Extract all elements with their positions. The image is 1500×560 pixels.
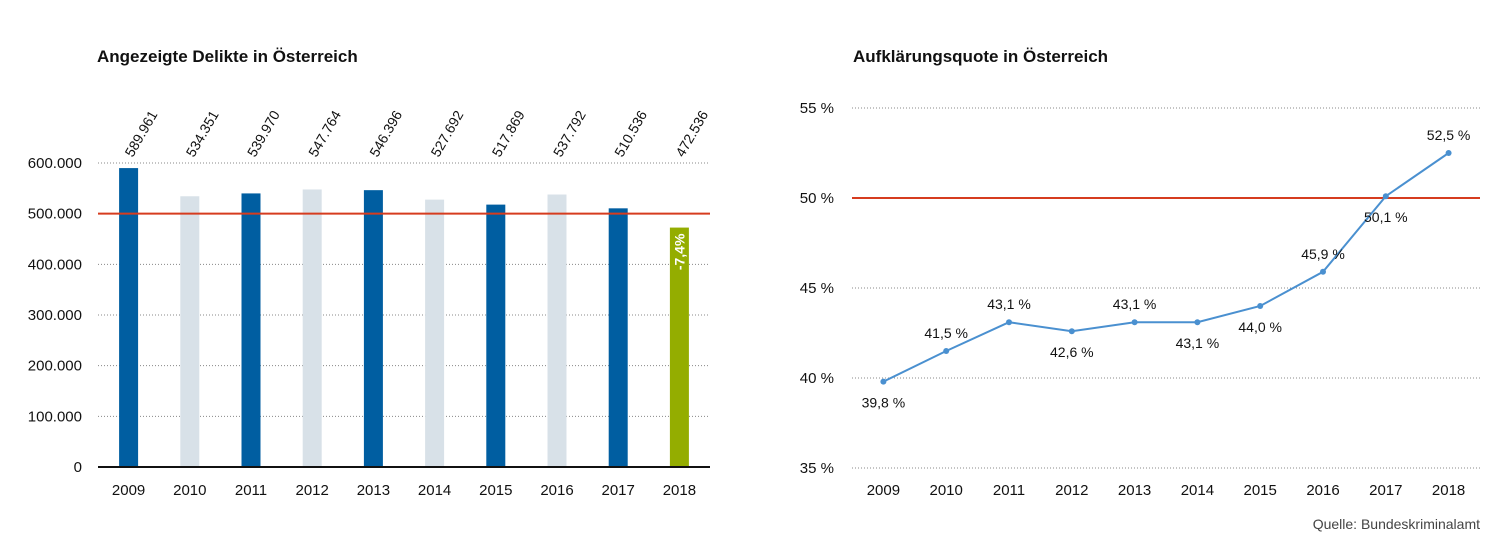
bar-value-label: 547.764	[305, 107, 344, 159]
bar-y-tick-label: 400.000	[28, 256, 82, 273]
line-point	[1382, 193, 1389, 200]
bar-value-label: 534.351	[183, 107, 222, 159]
bar	[302, 189, 322, 467]
bar	[486, 204, 506, 467]
line-value-label: 43,1 %	[1113, 296, 1157, 312]
line-x-tick-label: 2010	[930, 482, 963, 499]
line-value-label: 39,8 %	[862, 395, 906, 411]
bar	[425, 199, 445, 467]
bar-value-label: 539.970	[244, 107, 283, 159]
bar-x-tick-label: 2017	[602, 482, 635, 499]
bar-y-tick-label: 600.000	[28, 155, 82, 172]
bar-value-label: 472.536	[672, 107, 711, 159]
line-value-label: 43,1 %	[1176, 335, 1220, 351]
line-x-tick-label: 2009	[867, 482, 900, 499]
line-x-tick-label: 2015	[1244, 482, 1277, 499]
line-y-tick-label: 35 %	[800, 460, 834, 477]
bar	[180, 196, 200, 468]
bar-y-tick-label: 100.000	[28, 408, 82, 425]
bar-y-tick-label: 0	[74, 459, 82, 476]
line-point	[1068, 328, 1075, 335]
bar-x-tick-label: 2014	[418, 482, 451, 499]
line-value-label: 44,0 %	[1238, 319, 1282, 335]
line-x-tick-label: 2016	[1306, 482, 1339, 499]
line-series	[882, 152, 1450, 383]
bar-y-tick-label: 300.000	[28, 307, 82, 324]
line-y-tick-label: 55 %	[800, 100, 834, 117]
line-point	[943, 348, 950, 354]
bar-value-label: 546.396	[366, 107, 405, 159]
bar-x-tick-label: 2015	[479, 482, 512, 499]
line-value-label: 41,5 %	[924, 325, 968, 341]
line-point	[1257, 303, 1264, 309]
bar-value-label: 510.536	[611, 107, 650, 159]
bar	[608, 208, 628, 467]
line-point	[1194, 319, 1201, 326]
bar-value-label: 537.792	[550, 107, 589, 159]
bar-x-tick-label: 2018	[663, 482, 696, 499]
bar-annotation-label: -7,4%	[671, 233, 687, 270]
line-value-label: 50,1 %	[1364, 209, 1408, 225]
line-x-tick-label: 2018	[1432, 482, 1465, 499]
line-value-label: 42,6 %	[1050, 344, 1094, 360]
line-x-tick-label: 2011	[993, 482, 1025, 499]
line-point	[880, 378, 887, 385]
bar	[669, 227, 689, 467]
bar-x-tick-label: 2016	[540, 482, 573, 499]
line-value-label: 45,9 %	[1301, 246, 1345, 262]
source-note: Quelle: Bundeskriminalamt	[1313, 516, 1480, 532]
bar	[363, 190, 383, 467]
line-point	[1006, 319, 1012, 326]
bar	[547, 194, 567, 467]
bar-y-tick-label: 500.000	[28, 206, 82, 223]
bar-value-label: 527.692	[427, 107, 466, 159]
bar-x-tick-label: 2010	[173, 482, 206, 499]
line-x-tick-label: 2013	[1118, 482, 1151, 499]
bar-y-tick-label: 200.000	[28, 358, 82, 375]
line-x-tick-label: 2012	[1055, 482, 1088, 499]
line-x-tick-label: 2014	[1181, 482, 1214, 499]
bar-x-tick-label: 2011	[235, 482, 267, 499]
bar-chart-title: Angezeigte Delikte in Österreich	[97, 47, 358, 66]
line-value-label: 52,5 %	[1427, 127, 1471, 143]
line-chart-title: Aufklärungsquote in Österreich	[853, 47, 1108, 66]
line-point	[1445, 150, 1452, 156]
line-point	[1320, 268, 1326, 275]
bar-x-tick-label: 2009	[112, 482, 145, 499]
bar-x-tick-label: 2012	[296, 482, 329, 499]
bar-value-label: 589.961	[121, 107, 160, 159]
bar	[241, 193, 261, 467]
bar-x-tick-label: 2013	[357, 482, 390, 499]
bar-value-label: 517.869	[489, 107, 528, 159]
line-x-tick-label: 2017	[1369, 482, 1402, 499]
line-value-label: 43,1 %	[987, 296, 1031, 312]
line-y-tick-label: 40 %	[800, 370, 834, 387]
line-y-tick-label: 50 %	[800, 190, 834, 207]
line-point	[1131, 319, 1138, 326]
bar	[119, 168, 139, 467]
line-y-tick-label: 45 %	[800, 280, 834, 297]
